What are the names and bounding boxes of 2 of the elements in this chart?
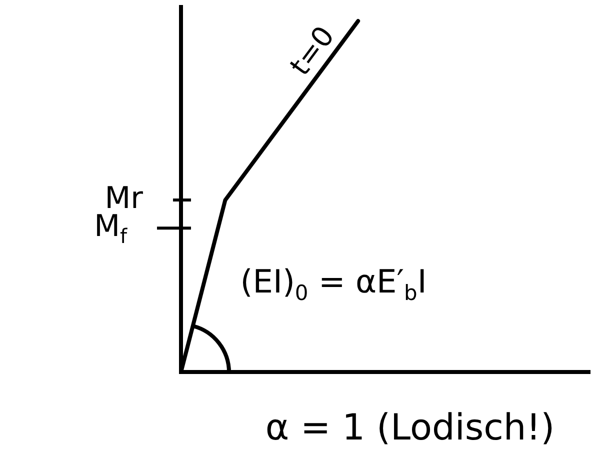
text: α = 1 (Lodisch!) (265, 407, 555, 448)
text: t=0 (283, 20, 341, 82)
